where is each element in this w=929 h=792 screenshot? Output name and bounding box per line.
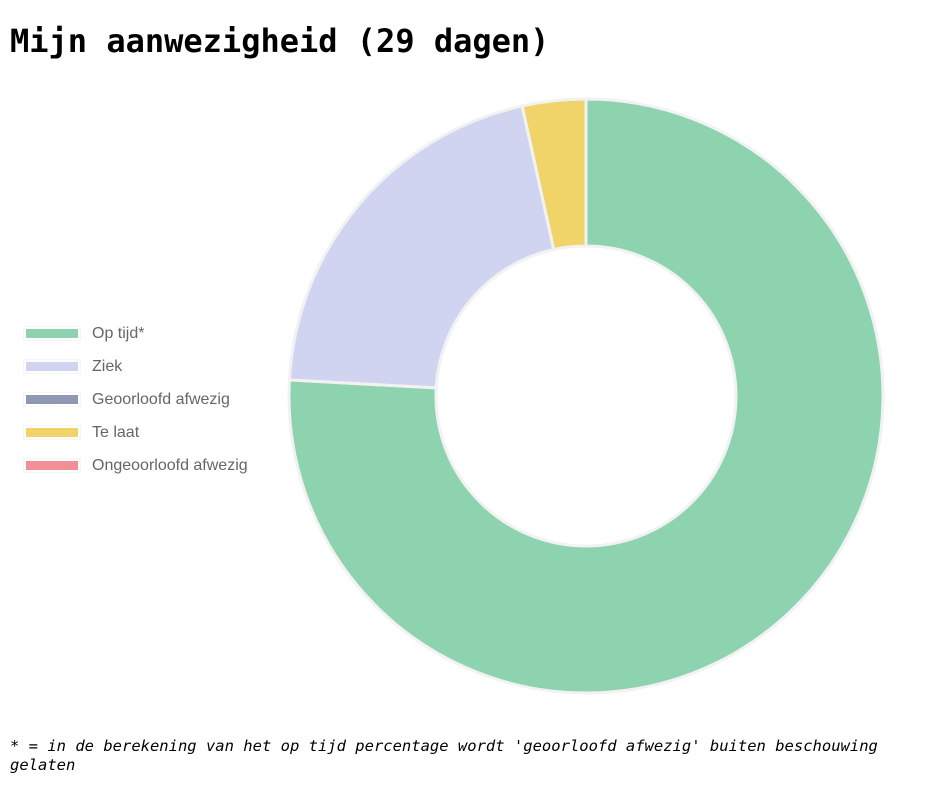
page-title: Mijn aanwezigheid (29 dagen) xyxy=(10,22,550,60)
slice-ziek[interactable] xyxy=(287,104,556,390)
legend-item-ongeoorloofd-afwezig[interactable]: Ongeoorloofd afwezig xyxy=(23,449,284,482)
legend-swatch-te-laat xyxy=(23,425,81,440)
legend-item-te-laat[interactable]: Te laat xyxy=(23,416,284,449)
legend-label-te-laat: Te laat xyxy=(92,423,140,441)
legend-item-geoorloofd-afwezig[interactable]: Geoorloofd afwezig xyxy=(23,383,284,416)
legend-item-ziek[interactable]: Ziek xyxy=(23,350,284,383)
footnote: * = in de berekening van het op tijd per… xyxy=(10,737,878,774)
legend-swatch-geoorloofd-afwezig xyxy=(23,392,81,407)
slice-op-tijd[interactable] xyxy=(287,97,885,695)
legend-item-op-tijd[interactable]: Op tijd* xyxy=(23,317,284,350)
legend-swatch-ziek xyxy=(23,359,81,374)
slice-te-laat[interactable] xyxy=(520,97,588,252)
legend-label-ziek: Ziek xyxy=(92,357,123,375)
legend-swatch-op-tijd xyxy=(23,326,81,341)
legend-label-geoorloofd-afwezig: Geoorloofd afwezig xyxy=(92,390,230,408)
legend-swatch-ongeoorloofd-afwezig xyxy=(23,458,81,473)
chart-legend: Op tijd* Ziek Geoorloofd afwezig Te laat… xyxy=(23,317,284,482)
legend-label-op-tijd: Op tijd* xyxy=(92,324,145,342)
legend-label-ongeoorloofd-afwezig: Ongeoorloofd afwezig xyxy=(92,456,248,474)
